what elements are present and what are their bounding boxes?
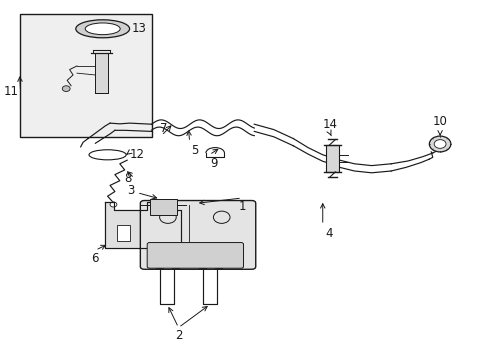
Text: 2: 2 (174, 329, 182, 342)
Text: 12: 12 (129, 148, 144, 161)
FancyBboxPatch shape (147, 243, 243, 268)
Circle shape (213, 211, 229, 223)
Polygon shape (105, 202, 181, 248)
Circle shape (428, 136, 450, 152)
Bar (116, 225, 130, 241)
Text: 1: 1 (238, 200, 245, 213)
Text: 4: 4 (325, 227, 332, 240)
Text: 13: 13 (132, 22, 146, 35)
FancyBboxPatch shape (140, 201, 255, 269)
Circle shape (62, 86, 70, 91)
Bar (20, 14, 151, 137)
Bar (149, 199, 176, 215)
Ellipse shape (89, 150, 126, 160)
Circle shape (433, 140, 445, 148)
Ellipse shape (76, 20, 129, 38)
Text: 5: 5 (190, 144, 198, 157)
Text: 8: 8 (124, 172, 132, 185)
Bar (326, 145, 338, 172)
Circle shape (110, 202, 117, 207)
Ellipse shape (85, 23, 120, 35)
Text: 3: 3 (127, 184, 134, 197)
Text: 7: 7 (160, 122, 167, 135)
Text: 10: 10 (432, 115, 447, 128)
Bar (95, 53, 107, 93)
Text: 9: 9 (210, 157, 217, 170)
Text: 14: 14 (322, 118, 337, 131)
Text: 6: 6 (91, 252, 99, 265)
Text: 11: 11 (3, 85, 18, 98)
Circle shape (159, 211, 176, 223)
